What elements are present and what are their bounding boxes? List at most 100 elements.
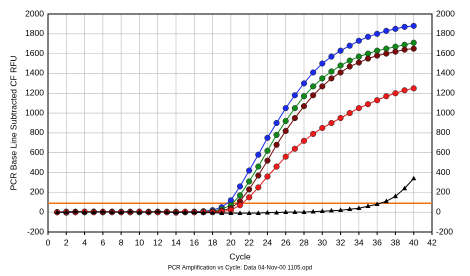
data-point xyxy=(291,145,298,152)
data-point xyxy=(118,209,124,214)
data-point xyxy=(72,208,78,214)
x-tick-label: 10 xyxy=(135,237,145,247)
y-tick-label: -200 xyxy=(27,226,44,236)
x-tick-label: 18 xyxy=(208,237,218,247)
x-tick-label: 42 xyxy=(427,237,437,247)
data-point xyxy=(264,209,270,215)
data-point xyxy=(236,202,244,209)
data-point xyxy=(273,163,280,170)
data-point xyxy=(255,151,262,158)
data-point xyxy=(383,198,389,204)
x-tick-label: 26 xyxy=(281,237,291,247)
data-point xyxy=(402,185,408,191)
y2-tick-label: 200 xyxy=(436,187,450,197)
x-tick-label: 20 xyxy=(226,237,236,247)
data-point xyxy=(411,175,417,181)
x-tick-label: 8 xyxy=(119,237,124,247)
data-point xyxy=(273,131,280,138)
x-tick-label: 16 xyxy=(190,237,200,247)
data-point xyxy=(310,69,317,76)
data-point xyxy=(392,90,399,97)
data-point xyxy=(383,27,390,34)
y-tick-label: 1400 xyxy=(25,68,44,78)
data-point xyxy=(301,209,307,214)
y-tick-label: 800 xyxy=(30,127,44,137)
y-axis-label: PCR Base Line Subtracted CF RFU xyxy=(8,55,18,190)
y2-tick-label: 1000 xyxy=(436,107,455,117)
data-point xyxy=(392,193,398,199)
data-point xyxy=(328,119,335,127)
data-point xyxy=(356,205,362,211)
data-point xyxy=(237,210,243,215)
data-point xyxy=(310,208,316,214)
data-point xyxy=(319,60,326,67)
data-point xyxy=(337,47,344,54)
data-point xyxy=(355,37,362,44)
data-point xyxy=(273,119,280,127)
x-tick-label: 6 xyxy=(100,237,105,247)
data-point xyxy=(346,63,353,70)
data-point xyxy=(328,207,334,213)
data-point xyxy=(328,75,335,82)
data-point xyxy=(264,147,271,154)
data-point xyxy=(255,210,261,215)
data-point xyxy=(401,46,408,53)
data-point xyxy=(246,167,253,174)
y-tick-label: 400 xyxy=(30,167,44,177)
data-point xyxy=(355,105,362,112)
y-tick-label: 1600 xyxy=(25,48,44,58)
subtitle: PCR Amplification vs Cycle: Data 04-Nov-… xyxy=(168,266,312,272)
data-point xyxy=(82,209,88,214)
data-point xyxy=(255,184,262,191)
data-point xyxy=(255,172,262,179)
y2-tick-label: 2000 xyxy=(436,8,455,18)
y2-tick-label: 1200 xyxy=(436,88,455,98)
data-point xyxy=(155,208,161,214)
data-point xyxy=(347,206,353,212)
data-point xyxy=(136,209,142,214)
data-point xyxy=(282,127,289,134)
data-point xyxy=(300,80,308,87)
data-point xyxy=(410,39,417,46)
data-point xyxy=(282,117,289,125)
data-point xyxy=(364,55,372,62)
data-point xyxy=(146,209,152,214)
data-point xyxy=(291,105,298,112)
data-point xyxy=(383,50,390,57)
x-tick-label: 36 xyxy=(372,237,382,247)
data-point xyxy=(337,114,344,122)
data-point xyxy=(392,48,399,55)
data-point xyxy=(365,203,371,209)
data-point xyxy=(54,209,60,214)
data-point xyxy=(401,87,408,94)
data-point xyxy=(236,183,244,190)
x-tick-label: 30 xyxy=(318,237,328,247)
x-tick-label: 14 xyxy=(171,237,181,247)
data-point xyxy=(346,42,353,49)
data-point xyxy=(91,209,97,214)
data-point xyxy=(274,209,280,215)
data-point xyxy=(401,23,408,30)
y-tick-label: 1200 xyxy=(25,88,44,98)
data-point xyxy=(300,103,308,110)
data-point xyxy=(374,52,381,59)
y-tick-label: 600 xyxy=(30,147,44,157)
data-point xyxy=(310,83,317,90)
data-point xyxy=(246,186,253,193)
data-point xyxy=(410,45,417,52)
y2-tick-label: 400 xyxy=(436,167,450,177)
data-point xyxy=(374,97,381,104)
data-point xyxy=(374,30,381,37)
data-point xyxy=(364,33,372,40)
data-point xyxy=(246,194,253,201)
x-tick-label: 34 xyxy=(354,237,364,247)
y2-tick-label: 1600 xyxy=(436,48,455,58)
data-point xyxy=(228,210,234,215)
data-point xyxy=(264,134,271,141)
data-point xyxy=(264,157,271,164)
data-point xyxy=(319,83,326,90)
data-point xyxy=(255,163,262,170)
series-line xyxy=(57,178,415,214)
data-point xyxy=(319,124,326,132)
data-point xyxy=(337,69,344,76)
